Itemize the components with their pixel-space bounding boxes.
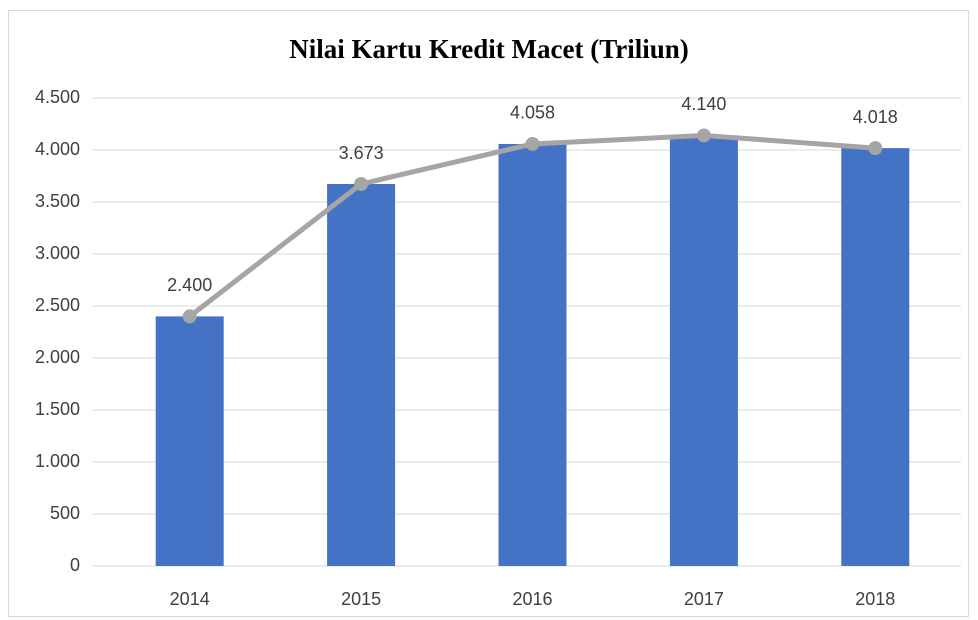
line-marker xyxy=(868,141,883,156)
y-tick-label: 4.000 xyxy=(35,139,80,159)
bar xyxy=(327,184,396,566)
y-tick-label: 2.500 xyxy=(35,295,80,315)
data-label: 4.018 xyxy=(853,107,898,127)
y-tick-label: 1.500 xyxy=(35,399,80,419)
data-label: 3.673 xyxy=(339,143,384,163)
line-marker xyxy=(696,128,711,143)
x-tick-label: 2016 xyxy=(512,589,552,609)
y-tick-label: 500 xyxy=(50,503,80,523)
y-tick-label: 0 xyxy=(70,555,80,575)
line-marker xyxy=(354,177,369,192)
bar xyxy=(669,135,738,566)
x-tick-label: 2015 xyxy=(341,589,381,609)
y-tick-label: 4.500 xyxy=(35,87,80,107)
chart-title: Nilai Kartu Kredit Macet (Triliun) xyxy=(289,34,688,64)
y-tick-label: 1.000 xyxy=(35,451,80,471)
bar xyxy=(155,316,224,566)
data-label: 2.400 xyxy=(167,275,212,295)
line-marker xyxy=(525,136,540,151)
line-marker xyxy=(182,309,197,324)
bar xyxy=(498,143,567,566)
chart-border xyxy=(8,10,969,617)
data-label: 4.058 xyxy=(510,103,555,123)
y-tick-label: 2.000 xyxy=(35,347,80,367)
x-tick-label: 2014 xyxy=(170,589,210,609)
x-tick-label: 2017 xyxy=(684,589,724,609)
x-tick-label: 2018 xyxy=(855,589,895,609)
data-label: 4.140 xyxy=(681,94,726,114)
bar xyxy=(841,148,910,567)
y-tick-label: 3.000 xyxy=(35,243,80,263)
y-tick-label: 3.500 xyxy=(35,191,80,211)
